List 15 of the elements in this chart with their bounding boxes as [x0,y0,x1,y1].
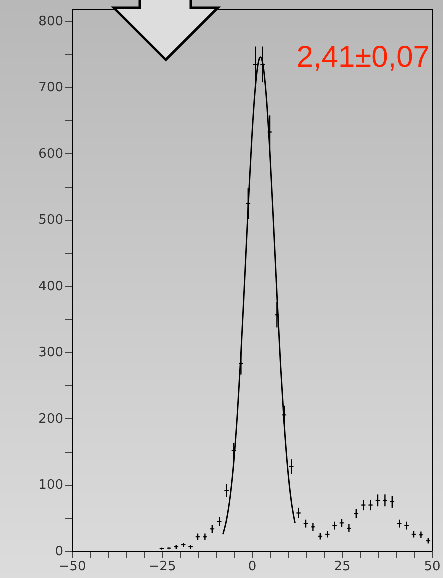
x-tick-label: −50 [58,560,86,574]
y-tick-label: 100 [38,478,64,494]
annotation: 2,41±0,07 [296,41,430,74]
y-tick-label: 300 [38,346,64,361]
x-tick-label: −25 [148,560,176,574]
y-tick-label: 200 [38,412,64,427]
x-tick-label: 50 [424,560,441,574]
y-tick-label: 800 [38,14,64,30]
y-tick-label: 600 [38,146,64,162]
y-tick-label: 0 [55,544,64,560]
y-tick-label: 700 [38,80,64,96]
y-tick-label: 500 [38,213,64,228]
x-tick-label: 0 [248,560,257,574]
x-tick-label: 25 [334,560,351,574]
y-tick-label: 400 [38,279,64,294]
